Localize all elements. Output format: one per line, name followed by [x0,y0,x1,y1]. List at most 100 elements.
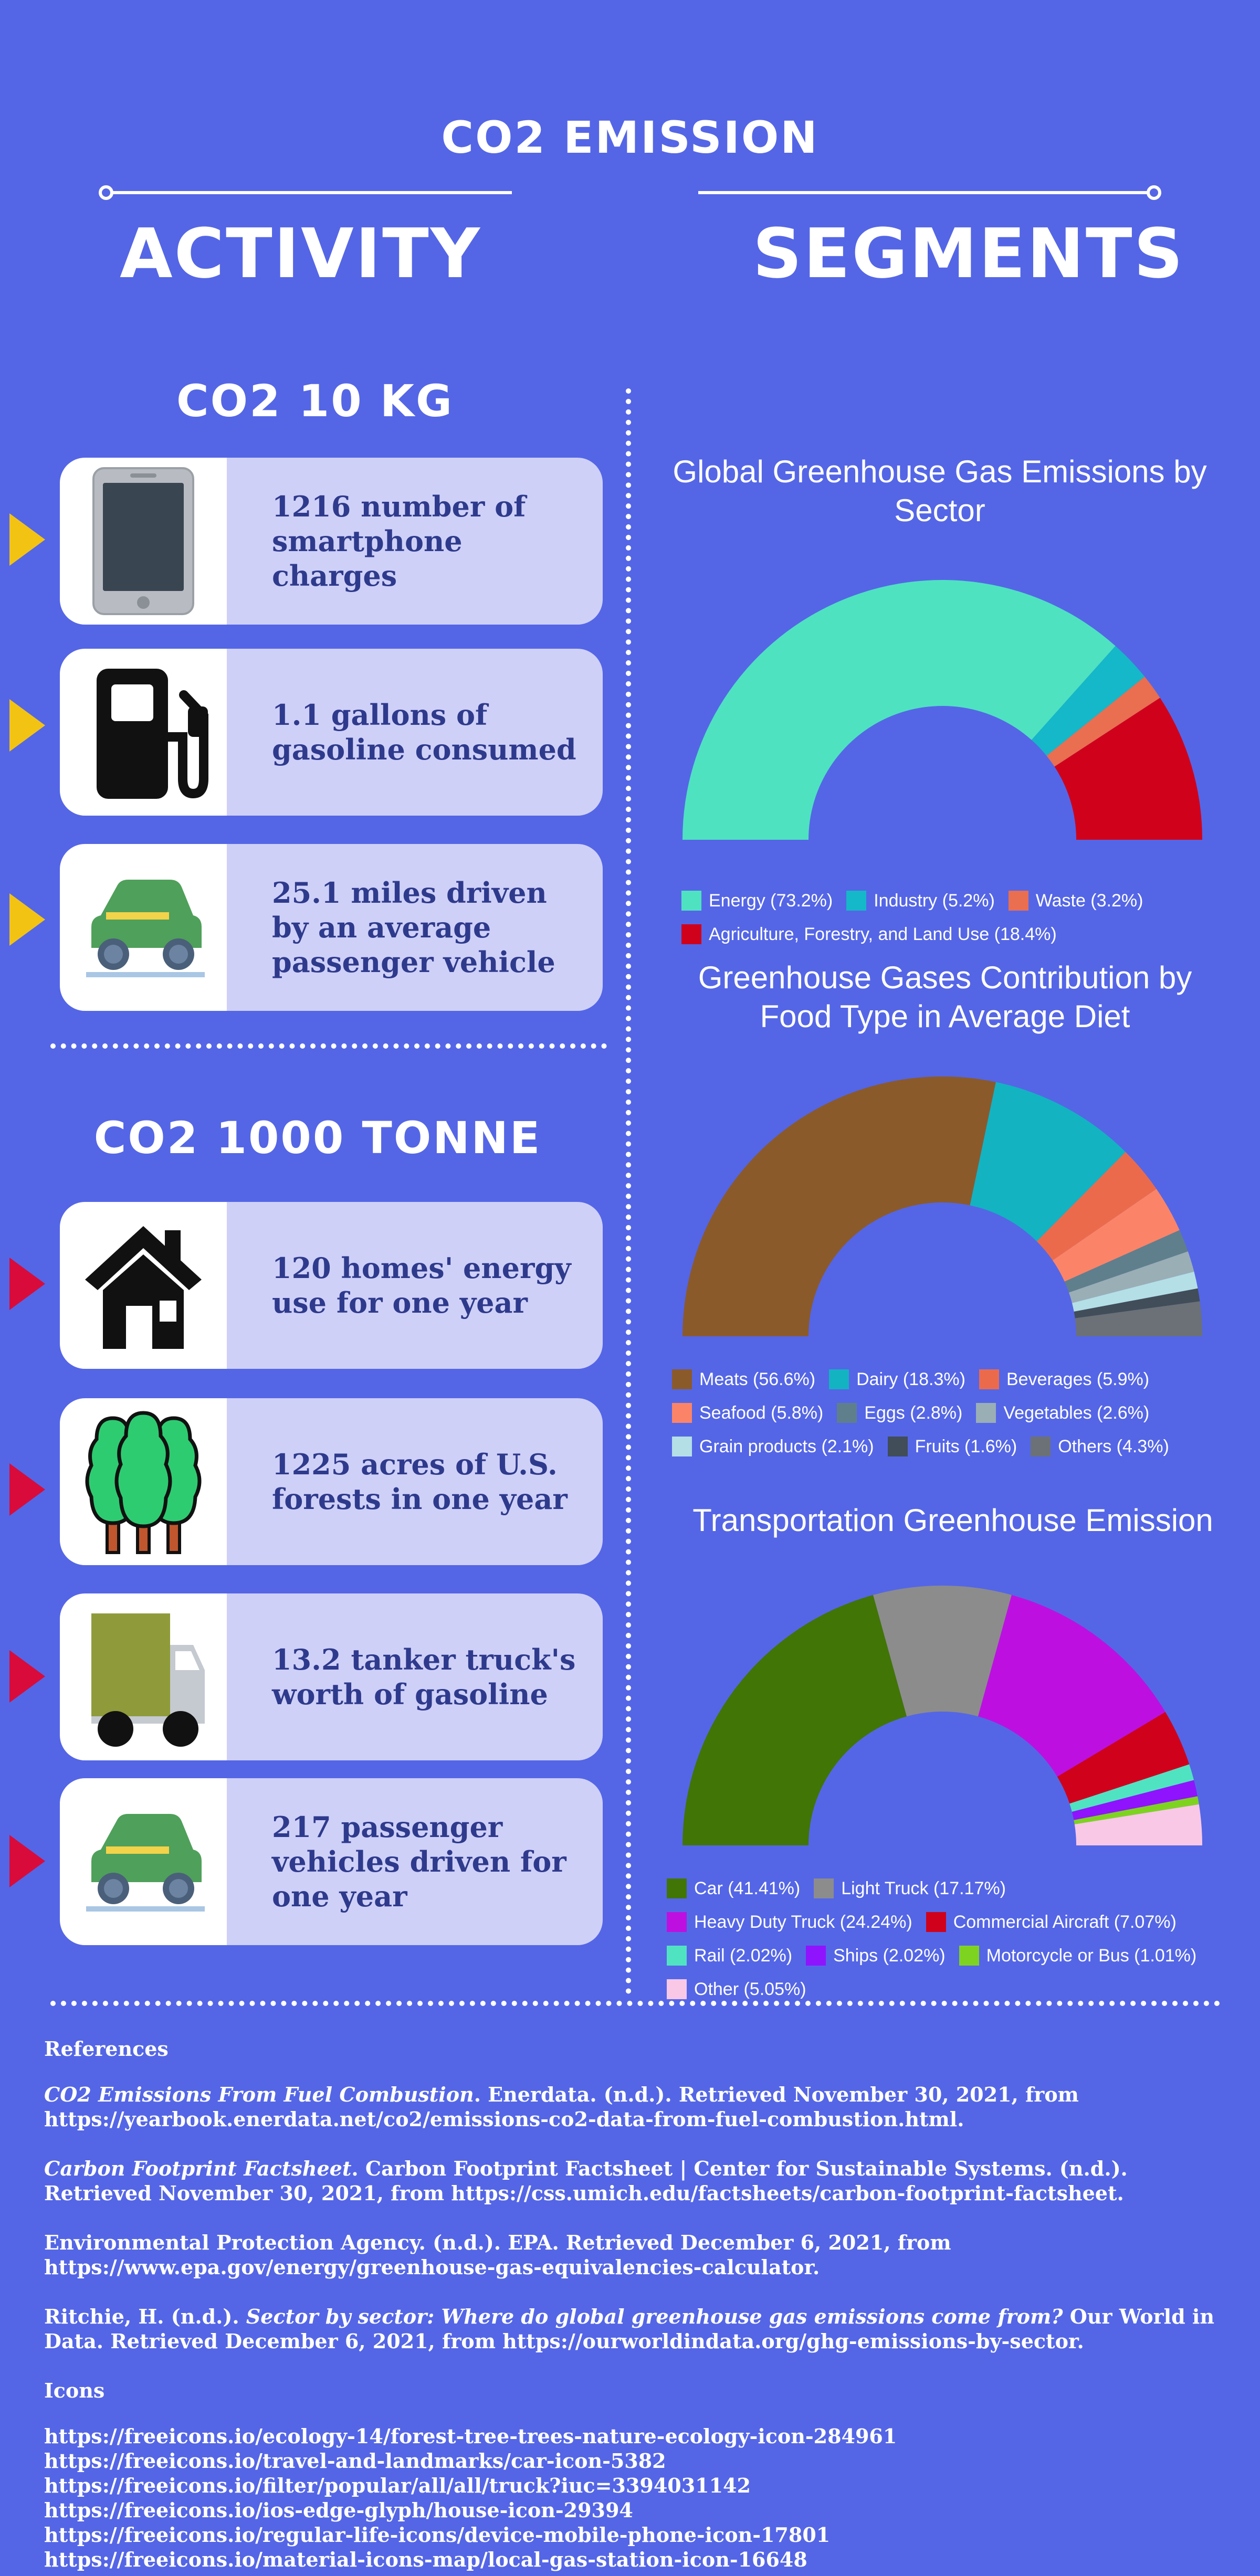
legend-label: Industry (5.2%) [874,891,995,911]
activity-text: 1216 number of smartphone charges [272,490,526,593]
reference-entry: Environmental Protection Agency. (n.d.).… [44,2231,951,2279]
legend-item: Agriculture, Forestry, and Land Use (18.… [681,920,1057,949]
chart-slice [1046,677,1160,767]
legend-item: Grain products (2.1%) [672,1432,874,1461]
legend-item: Industry (5.2%) [846,886,995,915]
transport-half-donut-chart [682,1586,1202,1845]
chart-title: Greenhouse Gases Contribution by Food Ty… [698,960,1192,1034]
legend-label: Commercial Aircraft (7.07%) [953,1912,1177,1932]
legend-swatch [667,1979,687,1999]
legend-swatch [887,1437,908,1456]
icon-link[interactable]: https://freeicons.io/travel-and-landmark… [44,2449,666,2473]
legend-swatch [814,1878,834,1898]
chart-slice [1064,1230,1188,1293]
references-heading: References [44,2037,169,2061]
legend-label: Car (41.41%) [694,1878,801,1898]
chart-slice [1072,1271,1198,1312]
chart-slice [1054,698,1202,840]
legend-item: Others (4.3%) [1031,1432,1169,1461]
legend-item: Motorcycle or Bus (1.01%) [959,1941,1196,1970]
legend-label: Rail (2.02%) [694,1946,793,1966]
chart-legend: Car (41.41%) Light Truck (17.17%) Heavy Du… [667,1874,1250,2008]
chart-slice [873,1586,1012,1717]
sector-half-donut-chart [682,580,1202,840]
activity-text: 1225 acres of U.S. forests in one year [272,1448,568,1516]
activity-card: 217 passenger vehicles driven for one ye… [60,1778,603,1945]
legend-swatch [959,1946,979,1966]
arrow-marker [9,893,45,946]
forest-icon [85,1411,202,1554]
icon-link[interactable]: https://freeicons.io/filter/popular/all/… [44,2474,751,2497]
truck-icon [91,1613,205,1747]
chart-slice [1075,1301,1202,1336]
car-icon [86,880,205,977]
icon-link[interactable]: https://freeicons.io/ecology-14/forest-t… [44,2424,897,2448]
legend-label: Grain products (2.1%) [699,1437,874,1456]
icon-link[interactable]: https://freeicons.io/regular-life-icons/… [44,2523,831,2547]
legend-item: Seafood (5.8%) [672,1398,823,1428]
activity-text: 217 passenger vehicles driven for one ye… [272,1810,566,1913]
legend-item: Other (5.05%) [667,1975,806,2004]
header-divider-right [698,185,1161,200]
legend-label: Others (4.3%) [1058,1437,1169,1456]
legend-item: Eggs (2.8%) [837,1398,962,1428]
segments-heading: SEGMENTS [752,214,1185,293]
legend-swatch [1008,891,1028,911]
legend-swatch [1031,1437,1051,1456]
chart-slice [1074,1804,1202,1845]
legend-item: Beverages (5.9%) [979,1365,1149,1394]
page-title: CO2 EMISSION [441,112,819,163]
chart-slice [1074,1796,1199,1824]
arrow-marker [9,699,45,752]
chart-slice [1036,1152,1157,1261]
references: References CO2 Emissions From Fuel Combu… [44,2036,1220,2572]
house-icon [85,1226,202,1349]
legend-item: Waste (3.2%) [1008,886,1143,915]
header-divider-left [99,185,512,200]
chart-slice [1057,1712,1190,1804]
chart-title: Global Greenhouse Gas Emissions by Secto… [673,454,1207,528]
references-divider [50,2001,1220,2006]
legend-label: Waste (3.2%) [1035,891,1143,911]
chart-title: Transportation Greenhouse Emission [692,1503,1213,1538]
chart-slice [682,580,1116,840]
legend-swatch [837,1403,857,1423]
legend-swatch [806,1946,826,1966]
arrow-marker [9,513,45,566]
chart-slice [1031,646,1145,756]
chart-slice [1053,1189,1180,1282]
icon-links: https://freeicons.io/ecology-14/forest-t… [44,2424,1220,2572]
icon-link[interactable]: https://freeicons.io/ios-edge-glyph/hous… [44,2498,633,2522]
legend-item: Energy (73.2%) [681,886,833,915]
section-divider [50,1043,607,1049]
vertical-divider [626,388,631,1994]
icon-link[interactable]: https://freeicons.io/material-icons-map/… [44,2548,807,2571]
legend-label: Ships (2.02%) [833,1946,946,1966]
legend-label: Heavy Duty Truck (24.24%) [694,1912,912,1932]
activity-card: 1.1 gallons of gasoline consumed [60,649,603,816]
legend-label: Dairy (18.3%) [856,1369,965,1389]
activity-card: 120 homes' energy use for one year [60,1202,603,1369]
legend-label: Fruits (1.6%) [915,1437,1017,1456]
chart-legend: Energy (73.2%) Industry (5.2%) Waste (3.2%… [681,886,1227,953]
car-icon [86,1814,205,1912]
legend-label: Light Truck (17.17%) [841,1878,1006,1898]
activity-card: 1225 acres of U.S. forests in one year [60,1398,603,1565]
chart-slice [978,1595,1166,1777]
legend-swatch [672,1403,692,1423]
legend-label: Seafood (5.8%) [699,1403,824,1423]
legend-label: Other (5.05%) [694,1979,806,1999]
legend-swatch [926,1912,946,1932]
chart-slice [1068,1251,1194,1303]
arrow-marker [9,1650,45,1703]
legend-swatch [672,1369,692,1389]
legend-label: Energy (73.2%) [709,891,833,911]
legend-swatch [681,891,701,911]
activity-text: 13.2 tanker truck's worth of gasoline [272,1643,576,1711]
activity-text: 25.1 miles driven by an average passenge… [272,876,555,979]
legend-item: Ships (2.02%) [806,1941,946,1970]
activity-card: 13.2 tanker truck's worth of gasoline [60,1593,603,1760]
legend-item: Heavy Duty Truck (24.24%) [667,1907,912,1937]
chart-slice [682,1595,907,1845]
activity-text: 1.1 gallons of gasoline consumed [272,698,576,766]
